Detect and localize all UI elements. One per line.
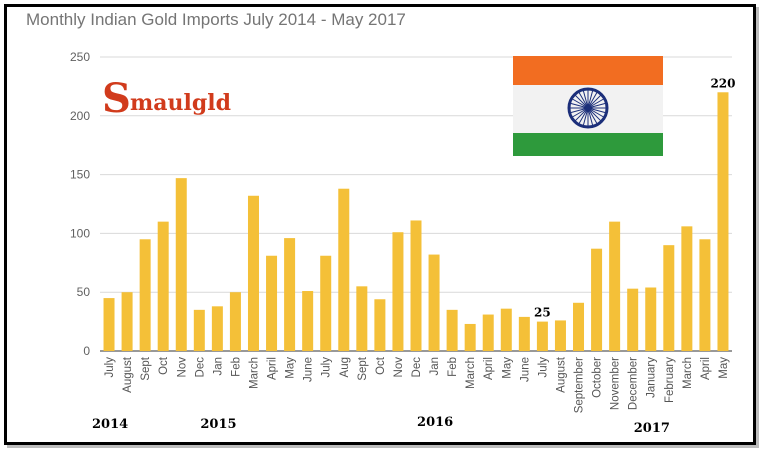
bar [482, 314, 494, 351]
x-tick-label: Dec [194, 357, 206, 378]
bar [392, 232, 404, 351]
x-tick-label: August [555, 356, 567, 393]
year-labels: 2014 2015 2016 2017 [92, 415, 670, 436]
x-tick-label: October [592, 357, 604, 398]
bar [338, 188, 350, 351]
india-flag [513, 56, 663, 156]
y-tick-label: 250 [70, 50, 90, 64]
logo-s-glyph: S [102, 75, 131, 122]
year-label: 2016 [417, 415, 453, 430]
x-tick-label: September [574, 357, 586, 413]
bar [591, 248, 603, 351]
x-tick-label: March [465, 357, 477, 389]
bar [374, 299, 386, 351]
chart-title: Monthly Indian Gold Imports July 2014 - … [26, 10, 406, 29]
x-tick-label: July [537, 357, 549, 378]
x-tick-labels: July August Sept Oct Nov Dec Jan Feb March April M… [104, 356, 730, 413]
bar [554, 320, 566, 351]
x-tick-label: May [501, 357, 513, 379]
x-tick-label: June [303, 357, 315, 382]
bars [103, 92, 729, 351]
bar [193, 309, 205, 351]
x-tick-label: Jan [429, 357, 441, 376]
bar [284, 238, 296, 351]
y-tick-label: 200 [70, 109, 90, 123]
x-tick-label: Sept [357, 356, 369, 380]
data-label: 220 [710, 76, 735, 90]
bar [302, 291, 314, 351]
bar [446, 309, 458, 351]
bar [356, 286, 368, 351]
x-tick-label: August [122, 356, 134, 393]
bar [229, 292, 241, 351]
x-tick-label: April [483, 357, 495, 380]
y-tick-labels: 0 50 100 150 200 250 [70, 50, 90, 358]
bar [663, 245, 675, 351]
x-tick-label: April [267, 357, 279, 380]
bar [518, 316, 530, 351]
y-tick-label: 0 [83, 344, 90, 358]
bar [573, 302, 585, 351]
bar [410, 220, 422, 351]
x-tick-label: March [682, 357, 694, 389]
y-tick-label: 50 [77, 285, 91, 299]
bar [681, 226, 693, 351]
x-tick-label: April [700, 357, 712, 380]
data-label: 25 [534, 306, 551, 320]
bar [428, 254, 440, 351]
flag-green-band [513, 133, 663, 156]
bar [627, 288, 639, 351]
bar [247, 195, 259, 351]
smaulgld-logo: S maulgld [102, 75, 231, 122]
x-tick-label: Nov [393, 357, 405, 378]
bar [717, 92, 729, 351]
bar [645, 287, 657, 351]
bar [211, 306, 223, 351]
bar [500, 308, 512, 351]
bar [536, 321, 548, 351]
x-tick-label: Jan [212, 357, 224, 376]
logo-text: maulgld [130, 90, 231, 116]
year-label: 2017 [634, 421, 670, 436]
x-tick-label: Feb [447, 357, 459, 377]
y-tick-label: 100 [70, 226, 90, 240]
x-tick-label: Aug [339, 357, 351, 377]
bar [175, 178, 187, 351]
x-tick-label: May [718, 357, 730, 379]
x-tick-label: December [628, 357, 640, 410]
x-tick-label: May [285, 357, 297, 379]
x-tick-label: February [664, 357, 676, 403]
x-tick-label: Sept [140, 356, 152, 380]
x-tick-label: Feb [230, 357, 242, 377]
flag-saffron-band [513, 56, 663, 85]
x-tick-label: July [321, 357, 333, 378]
x-tick-label: January [646, 357, 658, 398]
bar [121, 292, 133, 351]
bar [609, 221, 621, 351]
x-tick-label: Oct [375, 356, 387, 375]
bar [699, 239, 711, 351]
bar [320, 255, 332, 351]
year-label: 2015 [200, 417, 236, 432]
x-tick-label: June [519, 357, 531, 382]
y-tick-label: 150 [70, 168, 90, 182]
x-tick-label: Nov [176, 357, 188, 378]
x-tick-label: July [104, 357, 116, 378]
bar [139, 239, 151, 351]
x-tick-label: Oct [158, 356, 170, 375]
ashoka-chakra-icon [567, 87, 609, 129]
data-labels: 25 220 [534, 76, 735, 319]
x-tick-label: November [610, 357, 622, 410]
bar [464, 323, 476, 351]
bar [157, 221, 169, 351]
year-label: 2014 [92, 417, 128, 432]
bar [266, 255, 278, 351]
bar [103, 298, 115, 351]
x-tick-label: Dec [411, 357, 423, 378]
x-tick-label: March [248, 357, 260, 389]
